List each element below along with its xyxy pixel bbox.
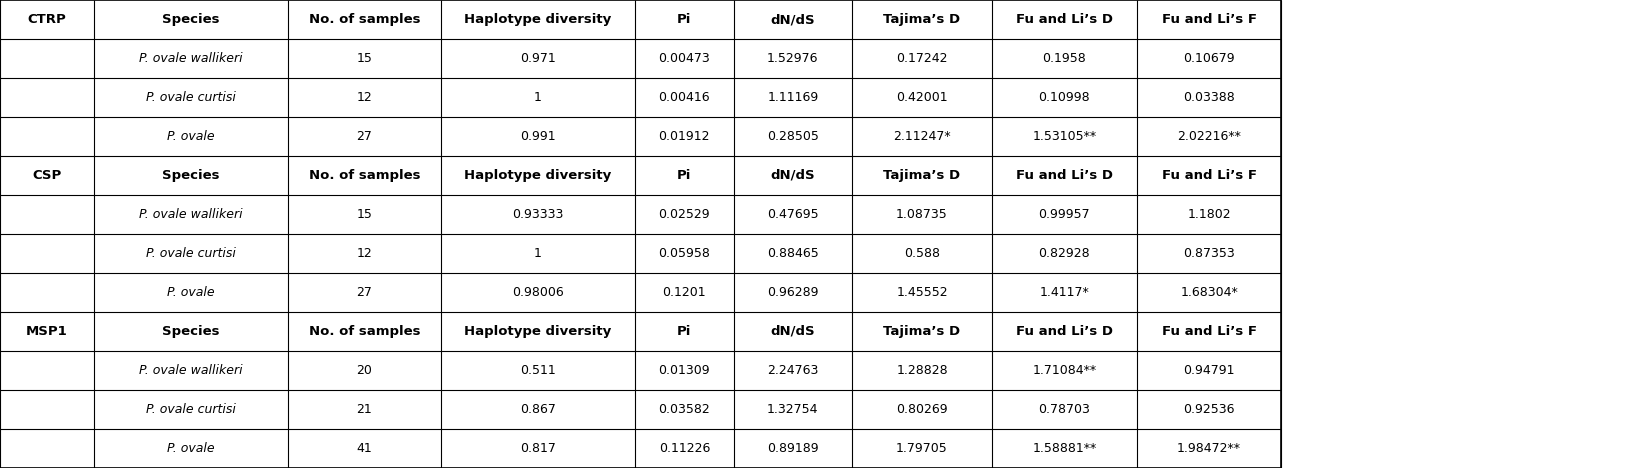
Text: Fu and Li’s D: Fu and Li’s D — [1017, 13, 1112, 26]
Text: 0.02529: 0.02529 — [658, 208, 711, 221]
Text: 0.10679: 0.10679 — [1183, 52, 1235, 65]
Text: 15: 15 — [357, 52, 372, 65]
Text: Tajima’s D: Tajima’s D — [883, 325, 961, 338]
Text: Fu and Li’s F: Fu and Li’s F — [1161, 169, 1257, 182]
Text: Species: Species — [163, 169, 219, 182]
Text: 1.08735: 1.08735 — [897, 208, 948, 221]
Text: Fu and Li’s D: Fu and Li’s D — [1017, 325, 1112, 338]
Text: 2.02216**: 2.02216** — [1178, 130, 1240, 143]
Text: 41: 41 — [357, 442, 372, 455]
Text: 0.94791: 0.94791 — [1183, 364, 1235, 377]
Text: 1.58881**: 1.58881** — [1031, 442, 1097, 455]
Text: CTRP: CTRP — [28, 13, 66, 26]
Text: 27: 27 — [357, 286, 372, 299]
Text: 0.05958: 0.05958 — [658, 247, 711, 260]
Text: dN/dS: dN/dS — [770, 13, 816, 26]
Text: 0.98006: 0.98006 — [512, 286, 564, 299]
Text: 0.03582: 0.03582 — [658, 403, 711, 416]
Text: P. ovale wallikeri: P. ovale wallikeri — [140, 364, 242, 377]
Text: Haplotype diversity: Haplotype diversity — [464, 325, 612, 338]
Text: Species: Species — [163, 325, 219, 338]
Text: 0.03388: 0.03388 — [1183, 91, 1235, 104]
Text: P. ovale curtisi: P. ovale curtisi — [146, 247, 235, 260]
Text: Pi: Pi — [678, 13, 691, 26]
Text: 0.99957: 0.99957 — [1038, 208, 1091, 221]
Text: 0.17242: 0.17242 — [897, 52, 948, 65]
Text: P. ovale wallikeri: P. ovale wallikeri — [140, 208, 242, 221]
Text: P. ovale: P. ovale — [168, 286, 214, 299]
Text: Fu and Li’s F: Fu and Li’s F — [1161, 325, 1257, 338]
Text: 1: 1 — [535, 247, 541, 260]
Text: 0.817: 0.817 — [520, 442, 556, 455]
Text: P. ovale curtisi: P. ovale curtisi — [146, 403, 235, 416]
Text: 1.52976: 1.52976 — [767, 52, 819, 65]
Text: 0.971: 0.971 — [520, 52, 556, 65]
Text: 1.32754: 1.32754 — [767, 403, 819, 416]
Text: P. ovale wallikeri: P. ovale wallikeri — [140, 52, 242, 65]
Text: No. of samples: No. of samples — [309, 13, 419, 26]
Text: Fu and Li’s D: Fu and Li’s D — [1017, 169, 1112, 182]
Text: 0.82928: 0.82928 — [1038, 247, 1091, 260]
Text: 0.867: 0.867 — [520, 403, 556, 416]
Text: 0.28505: 0.28505 — [767, 130, 819, 143]
Text: 0.80269: 0.80269 — [897, 403, 948, 416]
Text: 2.11247*: 2.11247* — [893, 130, 951, 143]
Text: Tajima’s D: Tajima’s D — [883, 169, 961, 182]
Text: 0.991: 0.991 — [520, 130, 556, 143]
Text: 1.1802: 1.1802 — [1188, 208, 1230, 221]
Text: 1.68304*: 1.68304* — [1179, 286, 1239, 299]
Text: 0.00416: 0.00416 — [658, 91, 711, 104]
Text: P. ovale: P. ovale — [168, 442, 214, 455]
Text: 1.4117*: 1.4117* — [1040, 286, 1089, 299]
Text: 0.87353: 0.87353 — [1183, 247, 1235, 260]
Text: 1.28828: 1.28828 — [897, 364, 948, 377]
Text: 1.45552: 1.45552 — [897, 286, 948, 299]
Text: 0.01912: 0.01912 — [658, 130, 711, 143]
Text: 12: 12 — [357, 91, 372, 104]
Text: 0.1958: 0.1958 — [1043, 52, 1086, 65]
Text: 15: 15 — [357, 208, 372, 221]
Text: P. ovale: P. ovale — [168, 130, 214, 143]
Text: 0.92536: 0.92536 — [1183, 403, 1235, 416]
Text: No. of samples: No. of samples — [309, 325, 419, 338]
Text: 0.511: 0.511 — [520, 364, 556, 377]
Text: No. of samples: No. of samples — [309, 169, 419, 182]
Text: 0.89189: 0.89189 — [767, 442, 819, 455]
Text: 0.01309: 0.01309 — [658, 364, 711, 377]
Text: Fu and Li’s F: Fu and Li’s F — [1161, 13, 1257, 26]
Text: 0.1201: 0.1201 — [663, 286, 706, 299]
Text: 0.93333: 0.93333 — [512, 208, 564, 221]
Text: 1.53105**: 1.53105** — [1033, 130, 1096, 143]
Text: 1.79705: 1.79705 — [897, 442, 948, 455]
Text: 1.98472**: 1.98472** — [1178, 442, 1240, 455]
Text: CSP: CSP — [33, 169, 61, 182]
Text: 27: 27 — [357, 130, 372, 143]
Text: Pi: Pi — [678, 325, 691, 338]
Text: 21: 21 — [357, 403, 372, 416]
Text: 0.42001: 0.42001 — [897, 91, 948, 104]
Text: 0.10998: 0.10998 — [1038, 91, 1091, 104]
Text: 0.47695: 0.47695 — [767, 208, 819, 221]
Text: P. ovale curtisi: P. ovale curtisi — [146, 91, 235, 104]
Text: 0.88465: 0.88465 — [767, 247, 819, 260]
Text: 1: 1 — [535, 91, 541, 104]
Text: 20: 20 — [357, 364, 372, 377]
Text: 0.588: 0.588 — [905, 247, 939, 260]
Text: 1.11169: 1.11169 — [767, 91, 819, 104]
Text: 0.96289: 0.96289 — [767, 286, 819, 299]
Text: dN/dS: dN/dS — [770, 169, 816, 182]
Text: Pi: Pi — [678, 169, 691, 182]
Text: Species: Species — [163, 13, 219, 26]
Text: Haplotype diversity: Haplotype diversity — [464, 169, 612, 182]
Text: MSP1: MSP1 — [26, 325, 67, 338]
Text: Tajima’s D: Tajima’s D — [883, 13, 961, 26]
Text: 0.78703: 0.78703 — [1038, 403, 1091, 416]
Text: 0.11226: 0.11226 — [658, 442, 711, 455]
Text: 2.24763: 2.24763 — [767, 364, 819, 377]
Text: 0.00473: 0.00473 — [658, 52, 711, 65]
Text: 12: 12 — [357, 247, 372, 260]
Text: 1.71084**: 1.71084** — [1033, 364, 1096, 377]
Text: dN/dS: dN/dS — [770, 325, 816, 338]
Text: Haplotype diversity: Haplotype diversity — [464, 13, 612, 26]
